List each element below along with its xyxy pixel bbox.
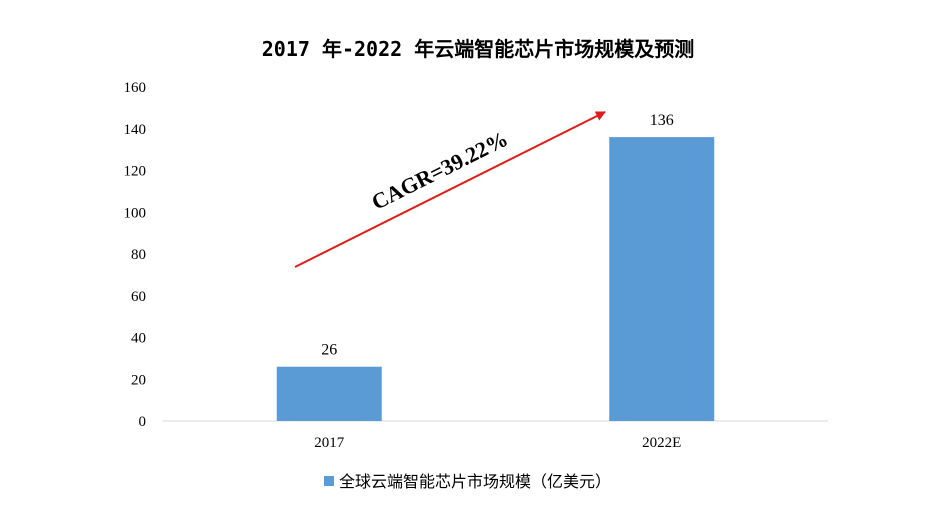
legend-swatch	[324, 476, 334, 486]
y-tick-label: 120	[124, 164, 147, 180]
bar-labels-group: 26 136	[321, 112, 674, 359]
x-tick-label: 2022E	[642, 435, 681, 451]
y-tick-label: 100	[124, 205, 147, 221]
bar-value-label: 136	[650, 112, 674, 129]
y-tick-label: 40	[131, 331, 146, 347]
chart-title: 2017 年-2022 年云端智能芯片市场规模及预测	[262, 37, 694, 61]
bar	[276, 366, 382, 421]
bar	[609, 137, 715, 421]
y-tick-label: 0	[139, 414, 147, 430]
y-tick-label: 80	[131, 247, 146, 263]
x-tick-label: 2017	[314, 435, 345, 451]
y-tick-label: 60	[131, 289, 146, 305]
y-axis-ticks: 0 20 40 60 80 100 120 140 160	[124, 80, 147, 430]
y-tick-label: 160	[124, 80, 147, 96]
y-tick-label: 20	[131, 372, 146, 388]
legend: 全球云端智能芯片市场规模（亿美元）	[324, 472, 611, 491]
legend-label: 全球云端智能芯片市场规模（亿美元）	[339, 472, 611, 491]
x-axis-ticks: 2017 2022E	[314, 435, 681, 451]
bars-group	[276, 137, 715, 421]
y-tick-label: 140	[124, 122, 147, 138]
cagr-arrow	[294, 111, 606, 268]
bar-value-label: 26	[321, 342, 337, 359]
